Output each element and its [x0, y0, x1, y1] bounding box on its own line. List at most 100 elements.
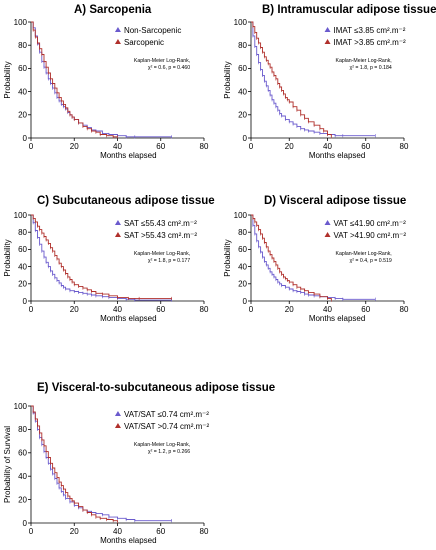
- log-rank-annotation: Kaplan-Meier Log-Rank,: [134, 58, 190, 64]
- y-tick-label: 60: [18, 449, 27, 458]
- log-rank-annotation: Kaplan-Meier Log-Rank,: [134, 442, 190, 448]
- y-axis-label: Probability: [223, 239, 232, 276]
- x-axis-label: Months elapsed: [100, 536, 156, 545]
- y-tick-label: 40: [18, 472, 27, 481]
- y-tick-label: 100: [14, 211, 28, 220]
- x-tick-label: 40: [323, 305, 332, 314]
- legend-marker-icon: [114, 423, 121, 428]
- panel-title: B) Intramuscular adipose tissue: [262, 4, 436, 16]
- x-tick-label: 0: [249, 305, 254, 314]
- y-tick-label: 80: [18, 228, 27, 237]
- survival-curve-series-2: [251, 21, 332, 137]
- legend-marker-icon: [324, 232, 331, 237]
- y-tick-label: 20: [18, 111, 27, 120]
- legend-marker-icon: [324, 39, 331, 44]
- y-tick-label: 20: [18, 280, 27, 289]
- x-axis-label: Months elapsed: [309, 314, 365, 323]
- chart-panel-1: A) Sarcopenia 0 20 40 60 80 100 0 20 40 60 80 Months…: [3, 4, 209, 160]
- y-tick-label: 80: [18, 425, 27, 434]
- legend-label: IMAT >3.85 cm².m⁻²: [334, 38, 406, 47]
- x-axis-label: Months elapsed: [100, 151, 156, 160]
- legend-marker-icon: [114, 411, 121, 416]
- x-tick-label: 0: [29, 527, 34, 536]
- panel-title: D) Visceral adipose tissue: [264, 195, 406, 207]
- y-tick-label: 80: [238, 228, 247, 237]
- x-tick-label: 60: [156, 305, 165, 314]
- y-tick-label: 100: [14, 18, 28, 27]
- legend-marker-icon: [114, 39, 121, 44]
- y-tick-label: 60: [18, 245, 27, 254]
- x-tick-label: 40: [113, 527, 122, 536]
- chart-panel-3: C) Subcutaneous adipose tissue 0 20 40 60 80 1…: [3, 195, 215, 323]
- legend-label: IMAT ≤3.85 cm².m⁻²: [334, 26, 406, 35]
- panel-title: E) Visceral-to-subcutaneous adipose tiss…: [37, 382, 275, 394]
- legend-label: Sarcopenic: [124, 38, 164, 47]
- legend-label: VAT >41.90 cm².m⁻²: [334, 231, 407, 240]
- x-tick-label: 20: [70, 142, 79, 151]
- chart-panel-4: D) Visceral adipose tissue 0 20 40 60 80 100 0 2…: [223, 195, 409, 323]
- chart-panel-2: B) Intramuscular adipose tissue 0 20 40 60 80…: [223, 4, 436, 160]
- legend-label: VAT/SAT >0.74 cm².m⁻²: [124, 422, 210, 431]
- y-tick-label: 40: [18, 87, 27, 96]
- x-tick-label: 80: [400, 142, 409, 151]
- legend-label: SAT >55.43 cm².m⁻²: [124, 231, 197, 240]
- x-tick-label: 60: [361, 142, 370, 151]
- x-tick-label: 80: [200, 305, 209, 314]
- legend-label: SAT ≤55.43 cm².m⁻²: [124, 219, 197, 228]
- y-tick-label: 100: [234, 18, 248, 27]
- y-tick-label: 20: [238, 111, 247, 120]
- chart-panel-5: E) Visceral-to-subcutaneous adipose tiss…: [3, 382, 275, 545]
- y-tick-label: 0: [243, 297, 248, 306]
- x-tick-label: 40: [113, 142, 122, 151]
- x-tick-label: 20: [285, 142, 294, 151]
- y-axis-label: Probability of Survival: [3, 426, 12, 503]
- y-tick-label: 0: [23, 134, 28, 143]
- legend-marker-icon: [114, 232, 121, 237]
- x-tick-label: 0: [29, 142, 34, 151]
- log-rank-annotation: Kaplan-Meier Log-Rank,: [134, 251, 190, 257]
- legend-marker-icon: [114, 220, 121, 225]
- x-tick-label: 0: [29, 305, 34, 314]
- y-axis-label: Probability: [223, 61, 232, 98]
- y-tick-label: 40: [238, 87, 247, 96]
- y-tick-label: 60: [238, 245, 247, 254]
- legend-label: Non-Sarcopenic: [124, 26, 181, 35]
- x-tick-label: 80: [400, 305, 409, 314]
- log-rank-annotation: χ² = 1.8, p = 0.184: [350, 65, 392, 71]
- y-axis-label: Probability: [3, 239, 12, 276]
- y-tick-label: 0: [23, 519, 28, 528]
- y-tick-label: 100: [14, 402, 28, 411]
- y-tick-label: 40: [238, 262, 247, 271]
- y-tick-label: 80: [238, 41, 247, 50]
- x-tick-label: 60: [156, 527, 165, 536]
- y-tick-label: 80: [18, 41, 27, 50]
- x-tick-label: 0: [249, 142, 254, 151]
- y-tick-label: 60: [238, 64, 247, 73]
- log-rank-annotation: χ² = 0.6, p = 0.460: [148, 65, 190, 71]
- panel-title: A) Sarcopenia: [74, 4, 152, 16]
- y-tick-label: 0: [23, 297, 28, 306]
- y-tick-label: 100: [234, 211, 248, 220]
- x-tick-label: 80: [200, 142, 209, 151]
- x-tick-label: 60: [361, 305, 370, 314]
- log-rank-annotation: χ² = 0.4, p = 0.519: [350, 258, 392, 264]
- survival-curve-series-2: [31, 405, 118, 522]
- panel-title: C) Subcutaneous adipose tissue: [37, 195, 215, 207]
- log-rank-annotation: Kaplan-Meier Log-Rank,: [336, 58, 392, 64]
- x-tick-label: 20: [70, 527, 79, 536]
- x-tick-label: 20: [285, 305, 294, 314]
- legend-label: VAT ≤41.90 cm².m⁻²: [334, 219, 407, 228]
- y-tick-label: 0: [243, 134, 248, 143]
- x-tick-label: 80: [200, 527, 209, 536]
- y-tick-label: 40: [18, 262, 27, 271]
- y-axis-label: Probability: [3, 61, 12, 98]
- x-tick-label: 20: [70, 305, 79, 314]
- x-tick-label: 40: [323, 142, 332, 151]
- legend-marker-icon: [114, 27, 121, 32]
- legend-label: VAT/SAT ≤0.74 cm².m⁻²: [124, 410, 209, 419]
- x-tick-label: 60: [156, 142, 165, 151]
- x-tick-label: 40: [113, 305, 122, 314]
- log-rank-annotation: χ² = 1.8, p = 0.177: [148, 258, 190, 264]
- legend-marker-icon: [324, 27, 331, 32]
